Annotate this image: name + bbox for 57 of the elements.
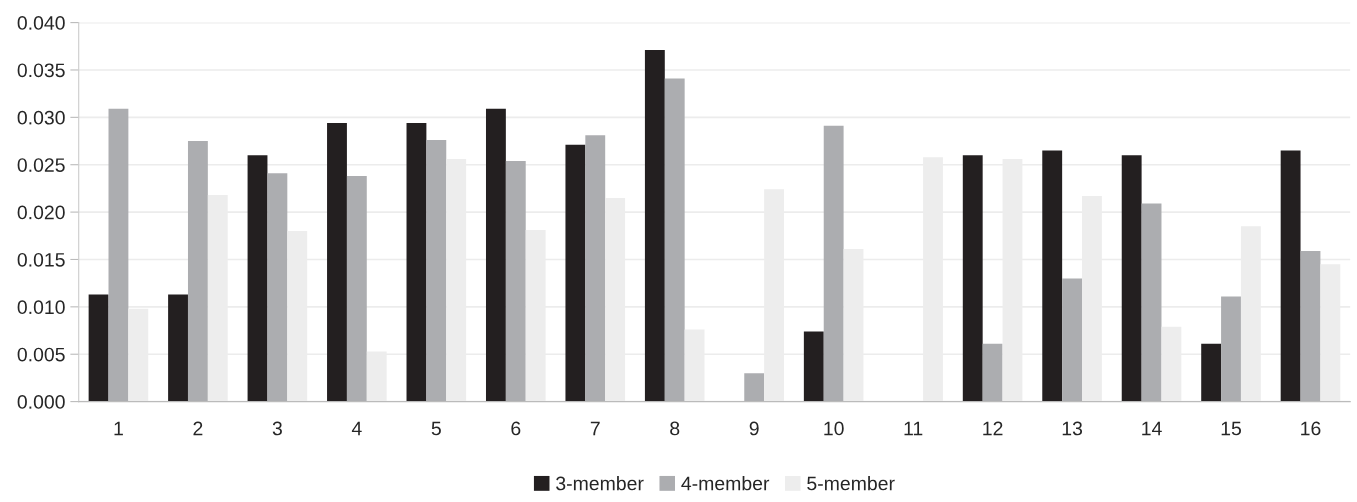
y-tick-label: 0.035: [17, 63, 65, 78]
x-tick-label: 3: [272, 421, 282, 436]
x-tick-label: 10: [824, 421, 844, 436]
x-tick-label: 9: [749, 421, 759, 436]
bar: [485, 108, 506, 402]
y-tick-label: 0.000: [17, 395, 65, 409]
bar: [346, 176, 367, 402]
y-tick-label: 0.010: [17, 300, 65, 315]
x-tick-label: 12: [983, 421, 1003, 436]
bar: [88, 294, 109, 402]
x-tick-label: 16: [1301, 421, 1321, 436]
x-tick-label: 8: [670, 421, 680, 436]
x-tick-label: 14: [1142, 421, 1162, 436]
bar: [644, 50, 665, 402]
bar: [565, 144, 586, 402]
bar: [1201, 343, 1222, 402]
bar: [1042, 150, 1063, 402]
legend-label: 5-member: [807, 476, 895, 491]
bar: [168, 294, 188, 402]
bar: [585, 135, 606, 402]
bar: [1062, 278, 1083, 402]
x-tick-label: 15: [1221, 421, 1242, 436]
bar: [247, 155, 268, 402]
x-tick-label: 6: [511, 421, 521, 436]
x-tick-label: 5: [431, 421, 441, 436]
y-tick-label: 0.030: [17, 110, 65, 125]
bar: [1280, 150, 1301, 402]
bar: [108, 108, 129, 402]
x-tick-label: 2: [193, 421, 203, 436]
x-tick-label: 11: [904, 421, 923, 436]
bar: [406, 123, 427, 402]
bar: [982, 343, 1003, 402]
bar: [803, 331, 824, 402]
x-tick-label: 13: [1062, 421, 1083, 436]
y-tick-label: 0.015: [17, 252, 65, 267]
bar: [1300, 250, 1321, 402]
bar: [187, 141, 208, 402]
bar: [962, 155, 983, 402]
y-tick-label: 0.020: [17, 205, 65, 220]
bar: [823, 125, 844, 402]
y-tick-label: 0.005: [17, 347, 65, 362]
bar: [1121, 155, 1142, 402]
x-tick-label: 1: [114, 421, 123, 436]
bar: [327, 123, 347, 402]
y-tick-label: 0.025: [17, 158, 65, 172]
bar: [664, 78, 685, 402]
x-tick-label: 7: [590, 421, 600, 436]
legend-label: 4-member: [681, 476, 770, 491]
bar: [426, 140, 447, 402]
bar: [744, 373, 765, 402]
bar: [1141, 203, 1162, 402]
x-tick-label: 4: [351, 421, 362, 436]
bar: [505, 160, 526, 402]
bar: [267, 173, 288, 402]
bar: [1221, 296, 1241, 402]
y-tick-label: 0.040: [17, 16, 65, 30]
legend-label: 3-member: [556, 476, 644, 491]
